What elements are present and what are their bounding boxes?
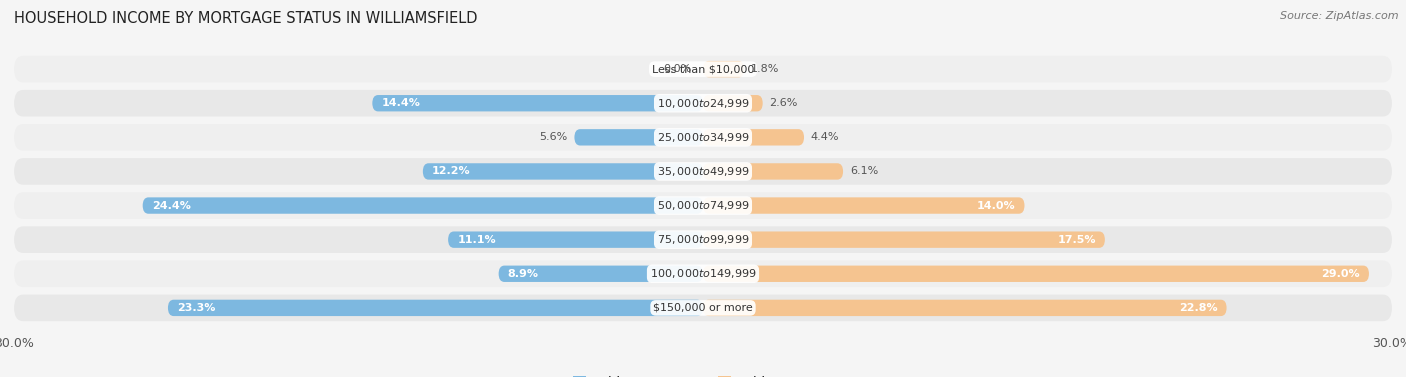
- FancyBboxPatch shape: [703, 95, 762, 112]
- Text: 14.0%: 14.0%: [977, 201, 1015, 211]
- FancyBboxPatch shape: [449, 231, 703, 248]
- Text: $35,000 to $49,999: $35,000 to $49,999: [657, 165, 749, 178]
- Text: Less than $10,000: Less than $10,000: [652, 64, 754, 74]
- FancyBboxPatch shape: [423, 163, 703, 179]
- Text: 23.3%: 23.3%: [177, 303, 215, 313]
- Text: $50,000 to $74,999: $50,000 to $74,999: [657, 199, 749, 212]
- FancyBboxPatch shape: [703, 129, 804, 146]
- Text: 12.2%: 12.2%: [432, 166, 471, 176]
- FancyBboxPatch shape: [14, 261, 1392, 287]
- FancyBboxPatch shape: [703, 265, 1369, 282]
- Text: HOUSEHOLD INCOME BY MORTGAGE STATUS IN WILLIAMSFIELD: HOUSEHOLD INCOME BY MORTGAGE STATUS IN W…: [14, 11, 478, 26]
- FancyBboxPatch shape: [703, 300, 1226, 316]
- FancyBboxPatch shape: [14, 158, 1392, 185]
- Text: 5.6%: 5.6%: [540, 132, 568, 143]
- FancyBboxPatch shape: [14, 226, 1392, 253]
- FancyBboxPatch shape: [14, 56, 1392, 83]
- Text: Source: ZipAtlas.com: Source: ZipAtlas.com: [1281, 11, 1399, 21]
- FancyBboxPatch shape: [14, 294, 1392, 321]
- FancyBboxPatch shape: [14, 90, 1392, 116]
- FancyBboxPatch shape: [703, 231, 1105, 248]
- Text: 8.9%: 8.9%: [508, 269, 538, 279]
- FancyBboxPatch shape: [703, 163, 844, 179]
- Text: 1.8%: 1.8%: [751, 64, 779, 74]
- FancyBboxPatch shape: [373, 95, 703, 112]
- FancyBboxPatch shape: [703, 198, 1025, 214]
- Text: $100,000 to $149,999: $100,000 to $149,999: [650, 267, 756, 280]
- Legend: Without Mortgage, With Mortgage: Without Mortgage, With Mortgage: [574, 375, 832, 377]
- Text: 17.5%: 17.5%: [1057, 234, 1095, 245]
- Text: 0.0%: 0.0%: [664, 64, 692, 74]
- FancyBboxPatch shape: [575, 129, 703, 146]
- FancyBboxPatch shape: [14, 124, 1392, 151]
- FancyBboxPatch shape: [167, 300, 703, 316]
- Text: 6.1%: 6.1%: [851, 166, 879, 176]
- Text: $75,000 to $99,999: $75,000 to $99,999: [657, 233, 749, 246]
- Text: 24.4%: 24.4%: [152, 201, 191, 211]
- Text: 22.8%: 22.8%: [1178, 303, 1218, 313]
- FancyBboxPatch shape: [499, 265, 703, 282]
- Text: $25,000 to $34,999: $25,000 to $34,999: [657, 131, 749, 144]
- Text: 2.6%: 2.6%: [769, 98, 799, 108]
- Text: 4.4%: 4.4%: [811, 132, 839, 143]
- Text: $150,000 or more: $150,000 or more: [654, 303, 752, 313]
- FancyBboxPatch shape: [14, 192, 1392, 219]
- FancyBboxPatch shape: [703, 61, 744, 77]
- Text: $10,000 to $24,999: $10,000 to $24,999: [657, 97, 749, 110]
- FancyBboxPatch shape: [142, 198, 703, 214]
- Text: 11.1%: 11.1%: [457, 234, 496, 245]
- Text: 14.4%: 14.4%: [381, 98, 420, 108]
- Text: 29.0%: 29.0%: [1322, 269, 1360, 279]
